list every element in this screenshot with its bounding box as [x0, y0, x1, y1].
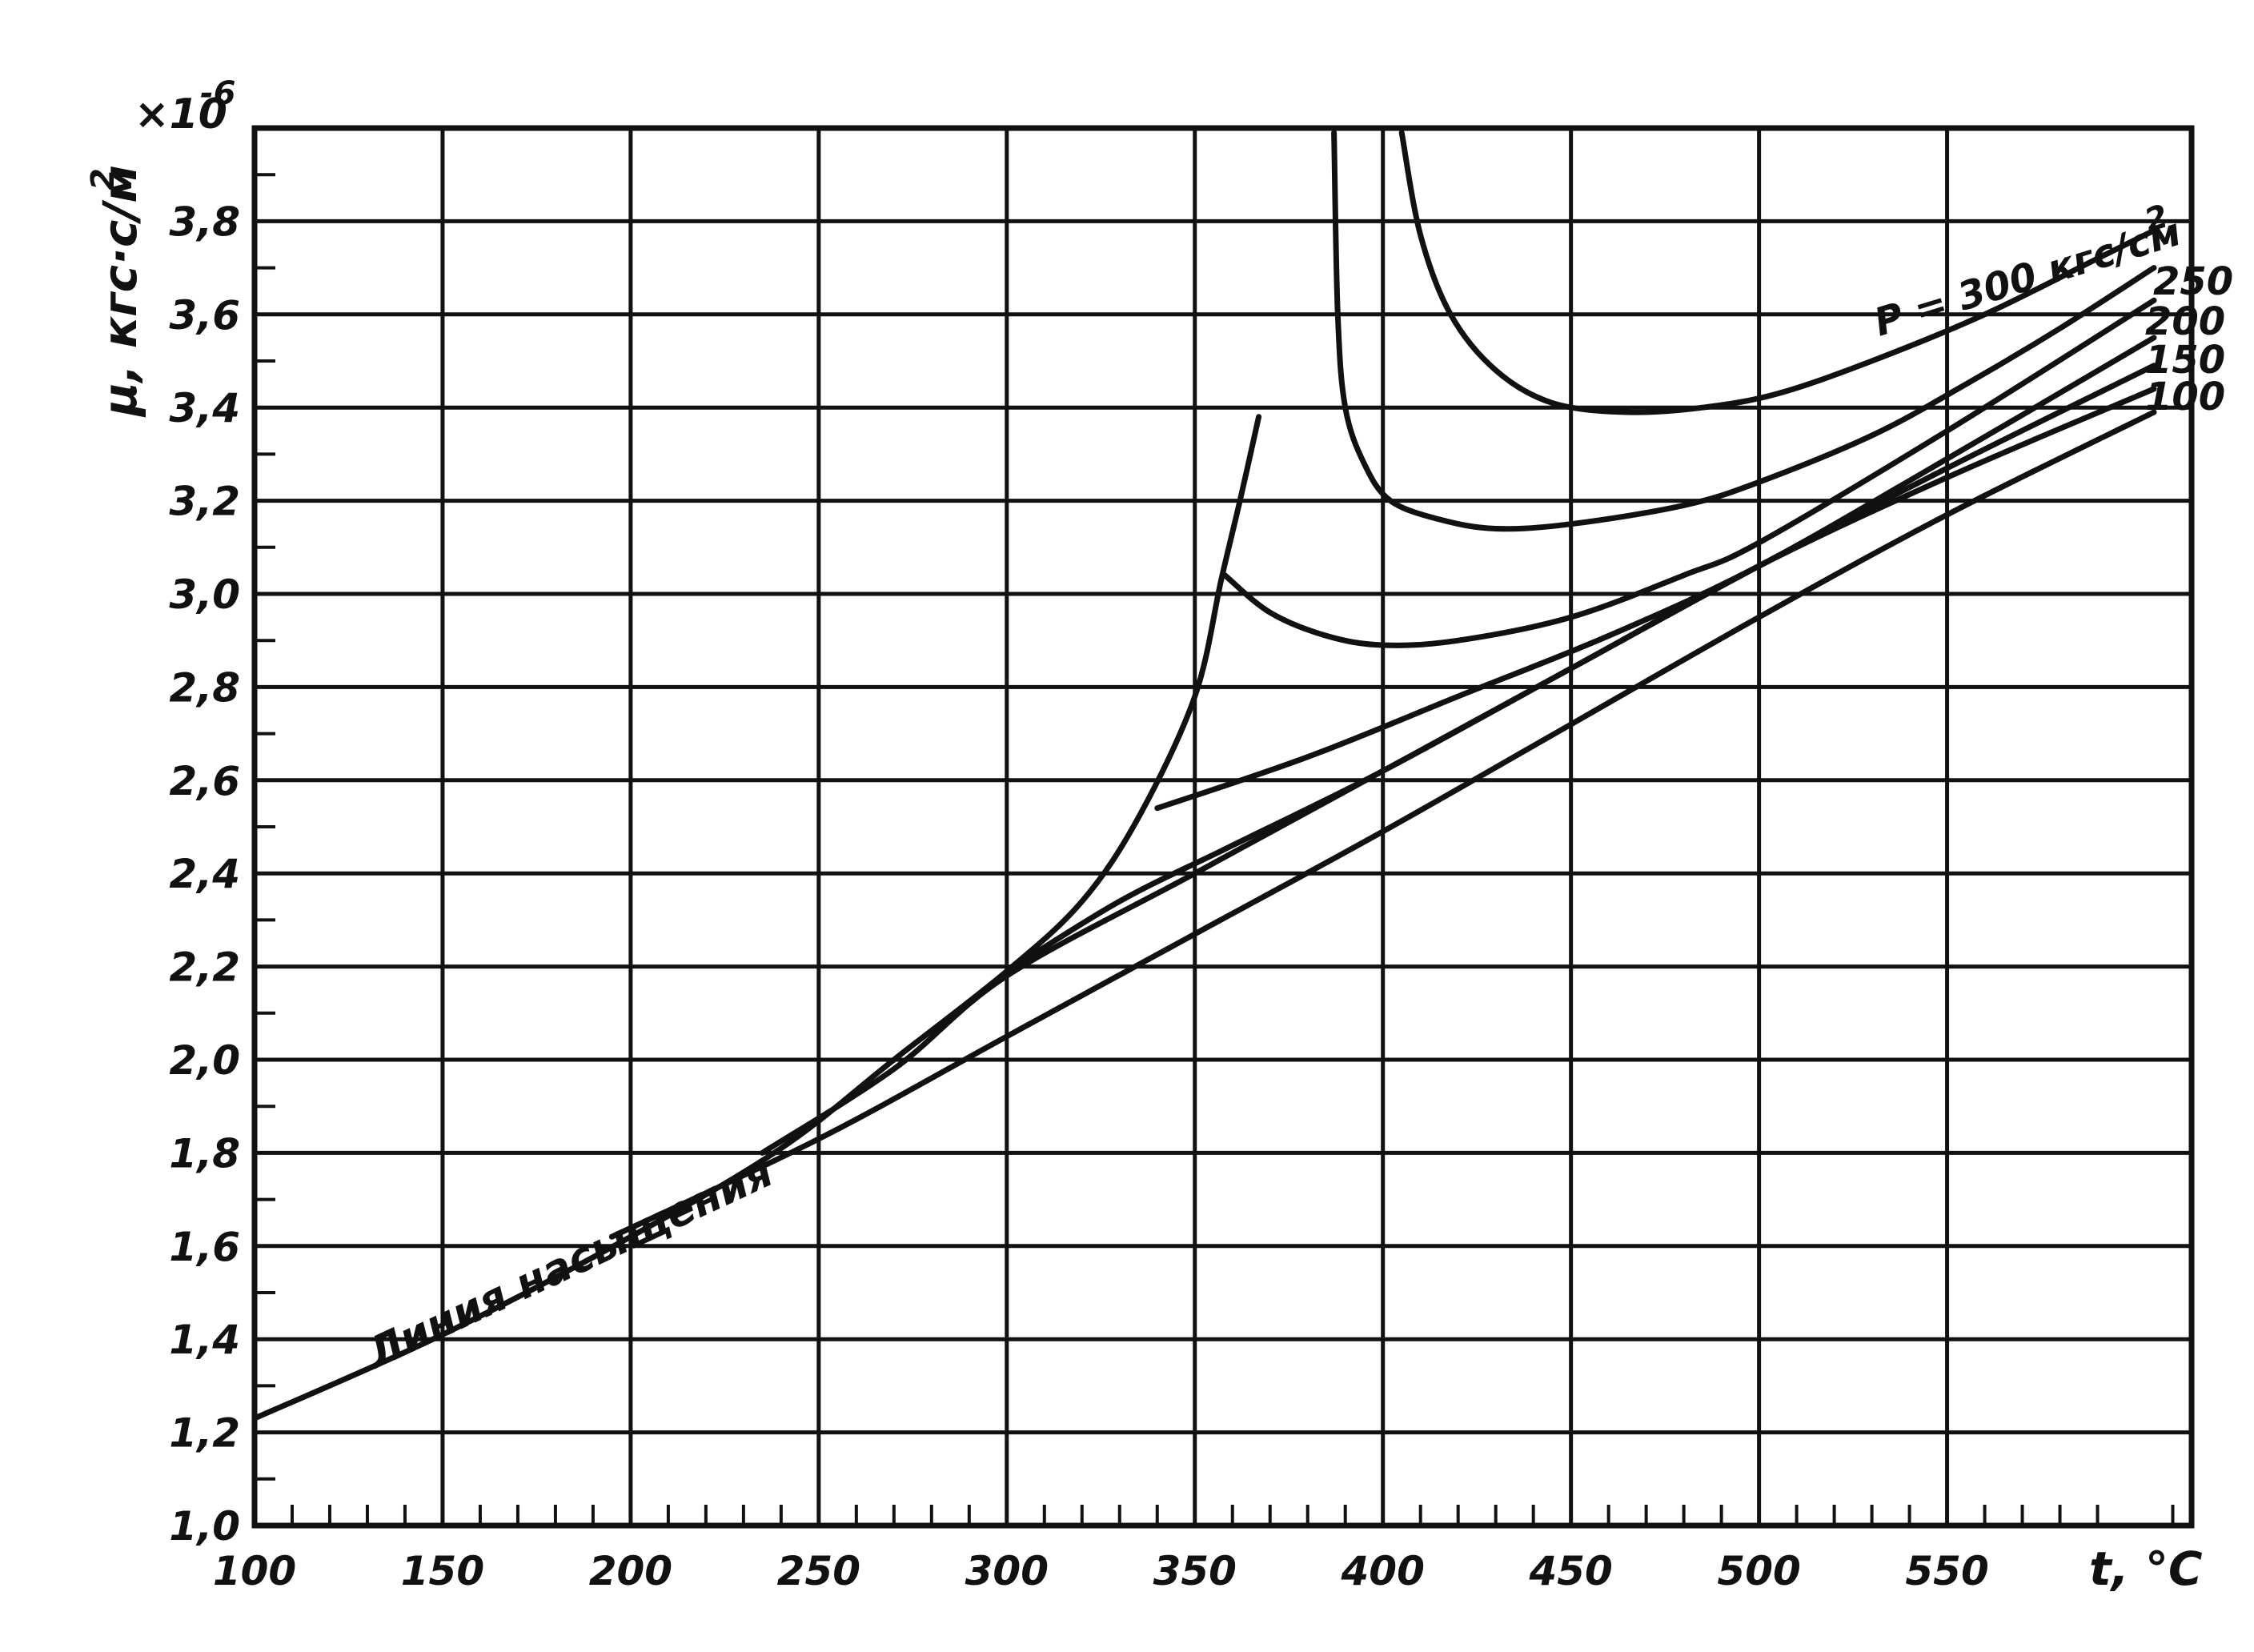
y-tick-label-1-4: 1,4 — [169, 1317, 240, 1363]
y-tick-label-2-6: 2,6 — [169, 758, 240, 804]
x-tick-label-100: 100 — [213, 1548, 296, 1594]
series-label-200: 200 — [2145, 299, 2225, 344]
y-tick-label-1-0: 1,0 — [169, 1503, 240, 1550]
tick-labels: 100 150 200 250 300 350 400 450 500 550 1,0 1,2 1,4 1… — [169, 198, 1988, 1594]
x-tick-label-200: 200 — [589, 1548, 672, 1594]
series-label-300-group: P = 300 кгс/см 2 — [1869, 198, 2186, 345]
y-tick-label-1-2: 1,2 — [169, 1410, 240, 1457]
x-tick-label-500: 500 — [1717, 1548, 1800, 1594]
series-line-4 — [1221, 297, 2157, 648]
x-tick-label-150: 150 — [401, 1548, 484, 1594]
y-tick-label-3-6: 3,6 — [169, 292, 240, 339]
series-line-2 — [1004, 363, 2157, 974]
x-tick-label-350: 350 — [1153, 1548, 1237, 1594]
y-tick-label-2-0: 2,0 — [169, 1037, 240, 1084]
unlabeled-curve-0 — [1331, 130, 2157, 532]
y-tick-label-1-6: 1,6 — [169, 1224, 240, 1270]
y-tick-label-1-8: 1,8 — [169, 1130, 240, 1177]
y-axis-label-group: μ, кгс·с/м 2 — [85, 165, 147, 418]
y-tick-label-3-4: 3,4 — [169, 385, 240, 431]
x-tick-label-250: 250 — [777, 1548, 860, 1594]
y-multiplier-label: ×10 — [134, 90, 227, 138]
y-tick-label-2-4: 2,4 — [169, 851, 240, 897]
y-tick-label-3-0: 3,0 — [169, 571, 240, 618]
x-tick-label-550: 550 — [1905, 1548, 1988, 1594]
saturation-label-group: Линия насыщения — [359, 1149, 780, 1379]
series-label-250: 250 — [2153, 259, 2233, 304]
x-minor-ticks — [255, 173, 2175, 1526]
y-axis-label-sup: 2 — [85, 168, 122, 190]
series-label-150: 150 — [2145, 338, 2225, 383]
chart-grid — [252, 128, 2192, 1528]
y-tick-label-3-8: 3,8 — [169, 198, 240, 245]
chart-curves — [251, 130, 2157, 1421]
saturation-line-label: Линия насыщения — [359, 1149, 780, 1379]
x-tick-label-450: 450 — [1528, 1548, 1612, 1594]
unlabeled-curve-1 — [1398, 130, 2157, 415]
x-tick-label-300: 300 — [965, 1548, 1049, 1594]
y-multiplier-exponent: -6 — [200, 75, 235, 112]
saturation-line — [251, 414, 1262, 1421]
series-label-100: 100 — [2145, 375, 2225, 419]
x-tick-label-400: 400 — [1341, 1548, 1425, 1594]
series-line-0 — [608, 409, 2157, 1240]
y-axis-label: μ, кгс·с/м — [93, 165, 147, 418]
y-tick-label-2-2: 2,2 — [169, 944, 240, 991]
series-line-3 — [1154, 335, 2157, 812]
plot-frame — [251, 125, 2195, 1529]
y-tick-label-3-2: 3,2 — [169, 479, 240, 525]
y-tick-label-2-8: 2,8 — [169, 664, 240, 711]
x-axis-label: t, °C — [2089, 1542, 2203, 1596]
